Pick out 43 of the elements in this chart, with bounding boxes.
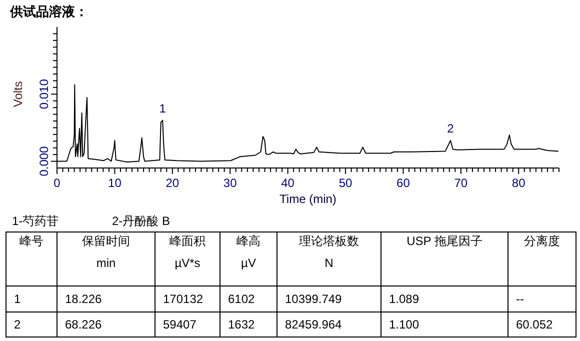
- x-tick-label: 20: [166, 176, 180, 190]
- x-tick-label: 60: [396, 176, 410, 190]
- category-label: 峰面积: [170, 234, 206, 248]
- category-label: USP 拖尾因子: [406, 234, 482, 248]
- text: min: [96, 256, 116, 270]
- category-label: 理论塔板数: [299, 234, 359, 248]
- text: 1.089: [389, 292, 420, 306]
- text: 2: [14, 318, 21, 332]
- text: 6102: [228, 292, 255, 306]
- x-tick-label: 50: [338, 176, 352, 190]
- y-axis-title: Volts: [11, 81, 25, 108]
- x-tick-label: 10: [108, 176, 122, 190]
- text: 10399.749: [285, 292, 342, 306]
- y-tick-label: 0.000: [37, 146, 51, 176]
- x-tick-label: 70: [454, 176, 468, 190]
- annotation: 1: [159, 101, 166, 116]
- text: 1.100: [389, 318, 420, 332]
- category-label: 保留时间: [82, 234, 130, 248]
- x-tick-label: 30: [223, 176, 238, 190]
- text: 82459.964: [285, 318, 342, 332]
- annotation: 2: [447, 121, 454, 136]
- x-axis-title: Time (min): [280, 192, 336, 206]
- text: --: [516, 292, 524, 306]
- text: N: [324, 256, 334, 270]
- x-tick-label: 80: [512, 176, 526, 190]
- text: 1: [14, 292, 21, 306]
- text: 68.226: [65, 318, 102, 332]
- text: 59407: [163, 318, 196, 332]
- y-tick-label: 0.010: [37, 78, 51, 110]
- x-tick-label: 0: [54, 176, 61, 190]
- text: 1632: [228, 318, 255, 332]
- text: 60.052: [516, 318, 553, 332]
- text: 2-丹酚酸 B: [112, 214, 170, 228]
- chart-title: 供试品溶液：: [9, 4, 88, 19]
- category-label: 分离度: [524, 234, 560, 248]
- text: µV: [241, 256, 256, 270]
- x-tick-label: 40: [281, 176, 295, 190]
- text: 170132: [163, 292, 204, 306]
- category-label: 峰号: [20, 234, 44, 248]
- text: 18.226: [65, 292, 102, 306]
- text: 1-芍药苷: [12, 214, 59, 228]
- text: µV*s: [174, 256, 200, 270]
- category-label: 峰高: [236, 234, 260, 248]
